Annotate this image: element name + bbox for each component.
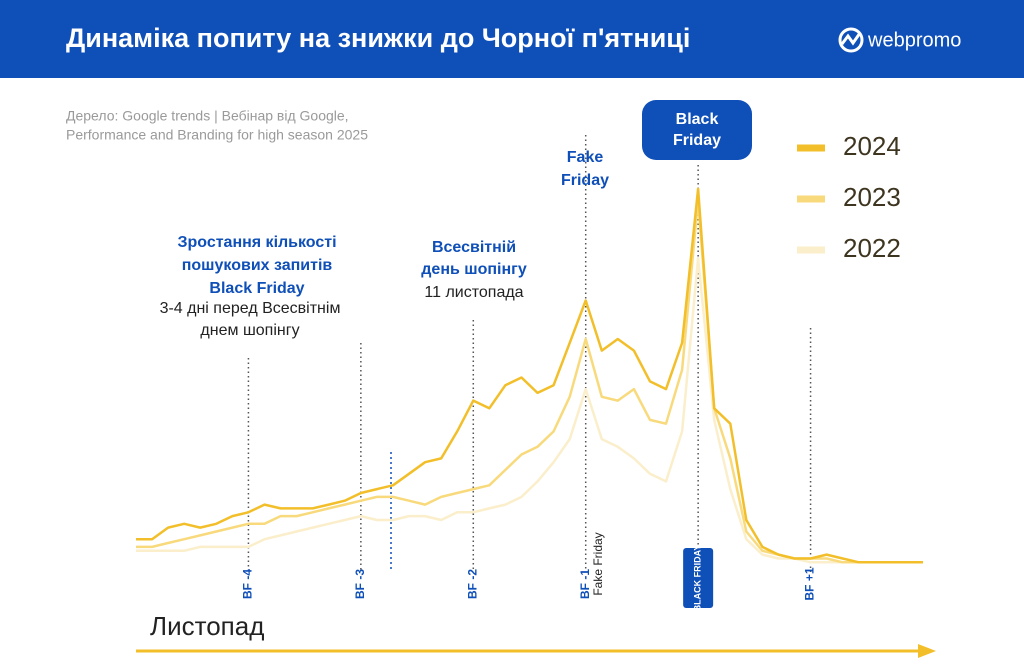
annotation: Friday	[561, 172, 609, 189]
x-tick-label: BF -1	[578, 569, 592, 599]
annotation: пошукових запитів	[182, 257, 333, 274]
legend-label: 2024	[843, 131, 901, 161]
annotation: 11 листопада	[424, 284, 523, 301]
logo: webpromo	[838, 27, 961, 53]
annotation: 3-4 дні перед Всесвітнім	[160, 300, 341, 317]
logo-text: webpromo	[867, 29, 961, 51]
x-tick-label: BF -4	[241, 569, 255, 599]
x-tick-label: BF -2	[465, 569, 479, 599]
annotation: Black Friday	[209, 280, 304, 297]
x-axis-label: Листопад	[150, 611, 264, 641]
logo-icon	[838, 27, 864, 53]
legend-label: 2022	[843, 233, 901, 263]
source-note: Дерело: Google trends | Вебінар від Goog…	[66, 108, 349, 124]
header-bar	[0, 0, 1024, 78]
x-tick-label: BF +1	[803, 567, 817, 600]
annotation: Black	[676, 111, 719, 128]
annotation: Зростання кількості	[177, 234, 336, 251]
bf-badge	[642, 100, 752, 160]
bf-tick-box	[683, 548, 714, 608]
source-note: Performance and Branding for high season…	[66, 127, 368, 143]
logo-mark	[840, 32, 862, 46]
series-line	[136, 187, 923, 564]
annotation-vertical: Fake Friday	[591, 532, 605, 595]
annotation: день шопінгу	[421, 261, 527, 278]
annotation: Friday	[673, 132, 721, 149]
legend-label: 2023	[843, 182, 901, 212]
x-tick-label: BF -3	[353, 569, 367, 599]
axis-arrow-head	[918, 644, 936, 658]
x-tick-label: BLACK FRIDAY	[693, 545, 703, 612]
annotation: днем шопінгу	[200, 322, 299, 339]
annotation: Fake	[567, 149, 604, 166]
annotation: Всесвітній	[432, 239, 516, 256]
header-title: Динаміка попиту на знижки до Чорної п'ят…	[66, 23, 690, 53]
series-line	[136, 199, 923, 564]
